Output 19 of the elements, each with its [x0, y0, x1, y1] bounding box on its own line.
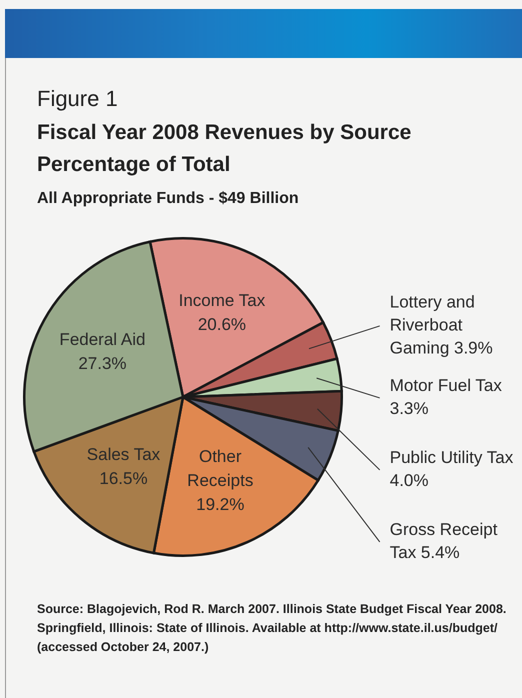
slice-label: Federal Aid — [59, 330, 146, 350]
slice-label: Income Tax — [178, 291, 266, 310]
data-label: 27.3% — [78, 354, 127, 374]
data-label: 4.0% — [390, 471, 428, 490]
slice-label: Sales Tax — [86, 444, 161, 464]
text: All Appropriate Funds - $49 Billion — [37, 190, 299, 208]
slice-label: Lottery and Riverboat Gaming 3.9% — [390, 292, 493, 358]
data-label: 3.3% — [390, 399, 428, 418]
slice-label: Gross Receipt Tax 5.4% — [390, 520, 498, 562]
data-label: 20.6% — [198, 315, 246, 334]
source-note: Source: Blagojevich, Rod R. March 2007. Illinois State Budget Fiscal Year 2008. Springfield, Illinois: State of Illinois. Available at http://www.state.il.us/budget/ (accessed October 24, 2007.) — [37, 601, 507, 656]
caption: Figure 1 — [37, 86, 118, 112]
slice-label: Other Receipts — [187, 446, 254, 490]
data-label: 16.5% — [99, 468, 148, 488]
chart-title: Fiscal Year 2008 Revenues by Source — [37, 120, 412, 146]
slice-label: Public Utility Tax — [390, 448, 514, 468]
data-label: 19.2% — [196, 494, 244, 514]
slice-label: Motor Fuel Tax — [390, 376, 502, 396]
chart-subtitle: Percentage of Total — [37, 152, 232, 178]
